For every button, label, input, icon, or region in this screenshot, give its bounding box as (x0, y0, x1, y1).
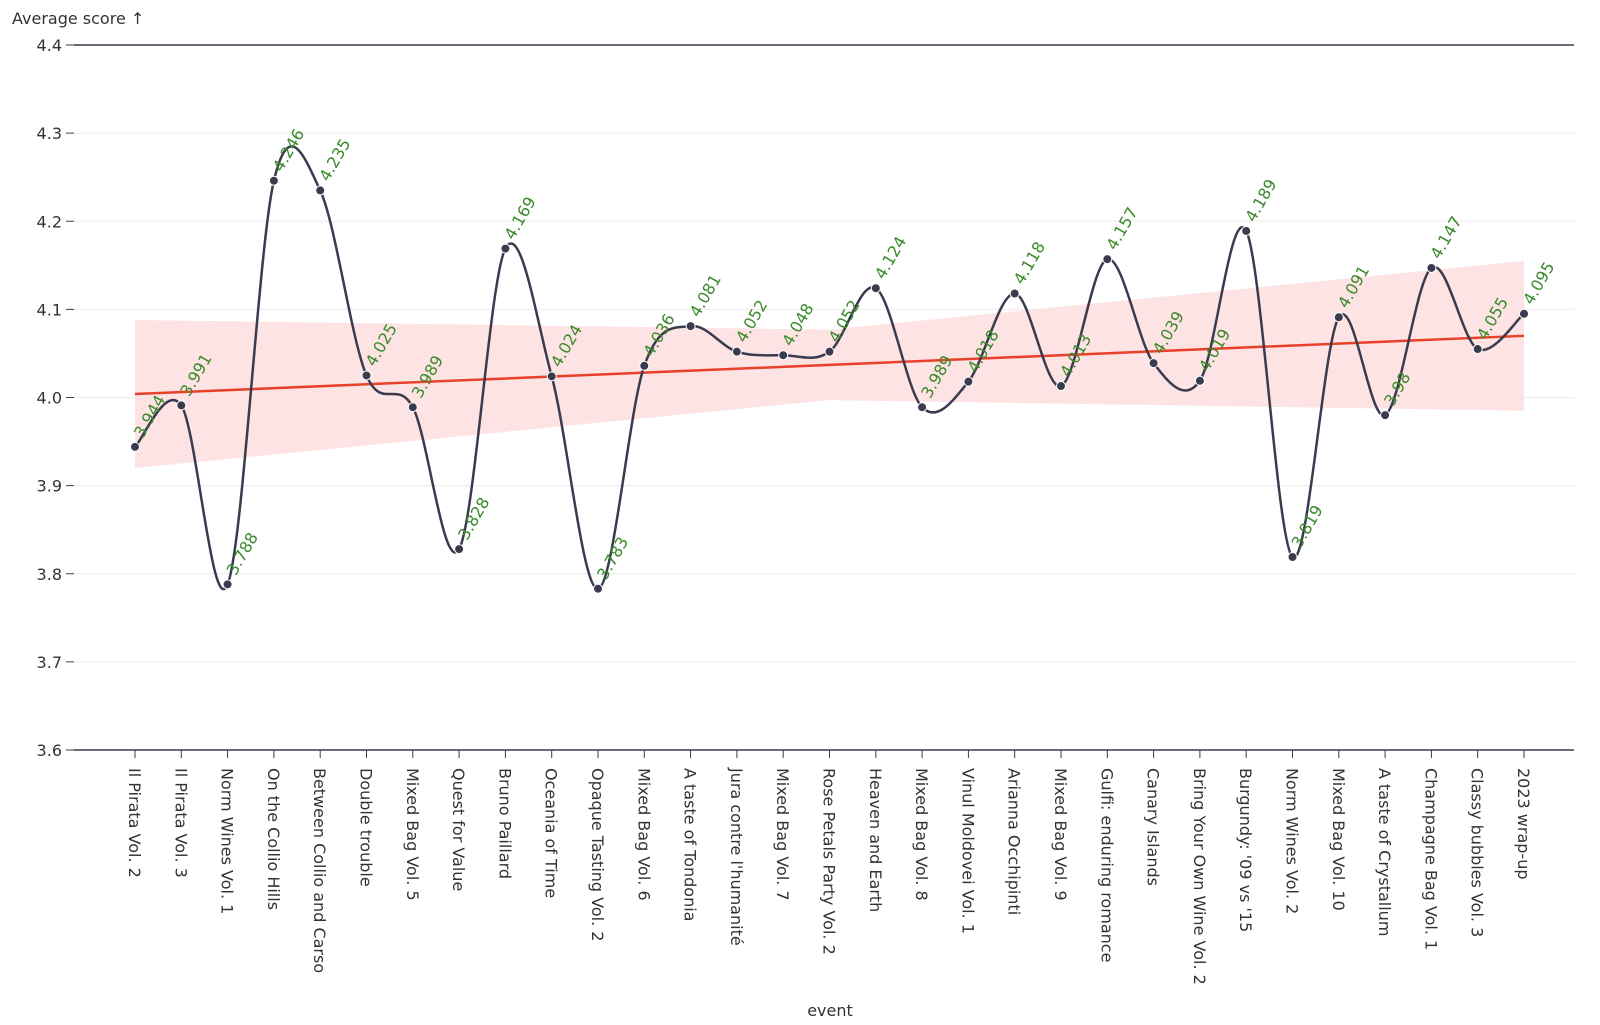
x-tick-label: On the Collio Hills (264, 768, 283, 910)
x-tick-label: Mixed Bag Vol. 8 (912, 768, 931, 901)
point (1102, 254, 1113, 265)
x-tick-label: Norm Wines Vol. 1 (218, 768, 237, 914)
value-label: 4.095 (1519, 259, 1558, 308)
value-label: 4.124 (871, 233, 910, 282)
point (1426, 262, 1437, 273)
point (407, 402, 418, 413)
x-tick-label: Classy bubbles Vol. 3 (1468, 768, 1487, 937)
x-tick-label: A taste of Crystallum (1375, 768, 1394, 936)
value-label: 4.118 (1010, 238, 1049, 287)
point (454, 544, 465, 555)
x-tick-label: Norm Wines Vol. 2 (1283, 768, 1302, 914)
value-label: 3.819 (1288, 502, 1327, 551)
y-tick-label: 4.1 (37, 300, 62, 319)
point (824, 346, 835, 357)
x-tick-label: Opaque Tasting Vol. 2 (588, 768, 607, 941)
y-tick-label: 3.6 (37, 741, 62, 760)
point (500, 243, 511, 254)
point (176, 400, 187, 411)
point (778, 350, 789, 361)
x-tick-label: Between Collio and Carso (310, 768, 329, 973)
value-label: 4.081 (686, 271, 725, 320)
point (1148, 358, 1159, 369)
point (1519, 308, 1529, 319)
x-tick-label: Mixed Bag Vol. 5 (403, 768, 422, 901)
value-label: 3.783 (593, 534, 632, 583)
point (546, 371, 557, 382)
point (361, 370, 372, 381)
value-label: 4.147 (1426, 213, 1465, 262)
point (917, 402, 928, 413)
point (1333, 312, 1344, 323)
point (1380, 410, 1391, 421)
value-label: 4.157 (1102, 204, 1141, 253)
x-tick-label: Oceania of Time (542, 768, 561, 898)
x-tick-label: Il Pirata Vol. 2 (125, 768, 144, 878)
value-label: 3.788 (223, 529, 262, 578)
point (731, 346, 742, 357)
point (593, 583, 603, 594)
point (1287, 552, 1298, 563)
y-tick-label: 4.0 (37, 389, 62, 408)
value-label: 4.235 (315, 135, 354, 184)
x-tick-label: Canary Islands (1144, 768, 1163, 886)
x-tick-label: Vinul Moldovei Vol. 1 (958, 768, 977, 934)
x-tick-label: Mixed Bag Vol. 10 (1329, 768, 1348, 911)
y-tick-label: 4.4 (37, 36, 62, 55)
x-tick-label: Mixed Bag Vol. 7 (773, 768, 792, 901)
y-tick-label: 4.3 (37, 124, 62, 143)
x-tick-label: Heaven and Earth (866, 768, 885, 912)
x-tick-label: Il Pirata Vol. 3 (171, 768, 190, 878)
value-label: 4.169 (500, 193, 539, 242)
point (222, 579, 233, 590)
point (1056, 381, 1066, 392)
x-tick-label: Burgundy: '09 vs '15 (1236, 768, 1255, 932)
x-tick-label: Champagne Bag Vol. 1 (1421, 768, 1440, 950)
point (1241, 225, 1252, 236)
point (130, 441, 140, 452)
x-tick-label: Rose Petals Party Vol. 2 (820, 768, 839, 955)
point (870, 283, 881, 294)
x-tick-label: Quest for Value (449, 768, 468, 891)
x-tick-label: Bring Your Own Wine Vol. 2 (1190, 768, 1209, 985)
point (1472, 344, 1483, 355)
value-label: 3.828 (454, 494, 493, 543)
x-tick-label: Mixed Bag Vol. 9 (1051, 768, 1070, 901)
point (268, 175, 279, 186)
y-tick-label: 3.8 (37, 565, 62, 584)
y-tick-label: 3.7 (37, 653, 62, 672)
y-tick-label: 3.9 (37, 477, 62, 496)
point (1194, 375, 1205, 386)
point (963, 376, 974, 387)
x-tick-label: Bruno Paillard (495, 768, 514, 879)
x-tick-label: 2023 wrap-up (1514, 768, 1533, 880)
y-axis-title: Average score ↑ (12, 9, 144, 28)
value-label: 4.189 (1241, 176, 1280, 225)
point (685, 321, 696, 332)
point (639, 360, 650, 371)
x-tick-label: Jura contre l'humanité (727, 767, 746, 946)
point (1009, 288, 1020, 299)
x-tick-label: A taste of Tondonia (681, 768, 700, 921)
x-tick-label: Gulfi: enduring romance (1097, 768, 1116, 962)
point (315, 185, 326, 196)
trend-line (134, 334, 1525, 396)
x-axis-title: event (807, 1001, 853, 1020)
x-tick-label: Mixed Bag Vol. 6 (634, 768, 653, 901)
x-tick-label: Arianna Occhipinti (1005, 768, 1024, 915)
y-tick-label: 4.2 (37, 212, 62, 231)
x-tick-label: Double trouble (357, 768, 376, 887)
